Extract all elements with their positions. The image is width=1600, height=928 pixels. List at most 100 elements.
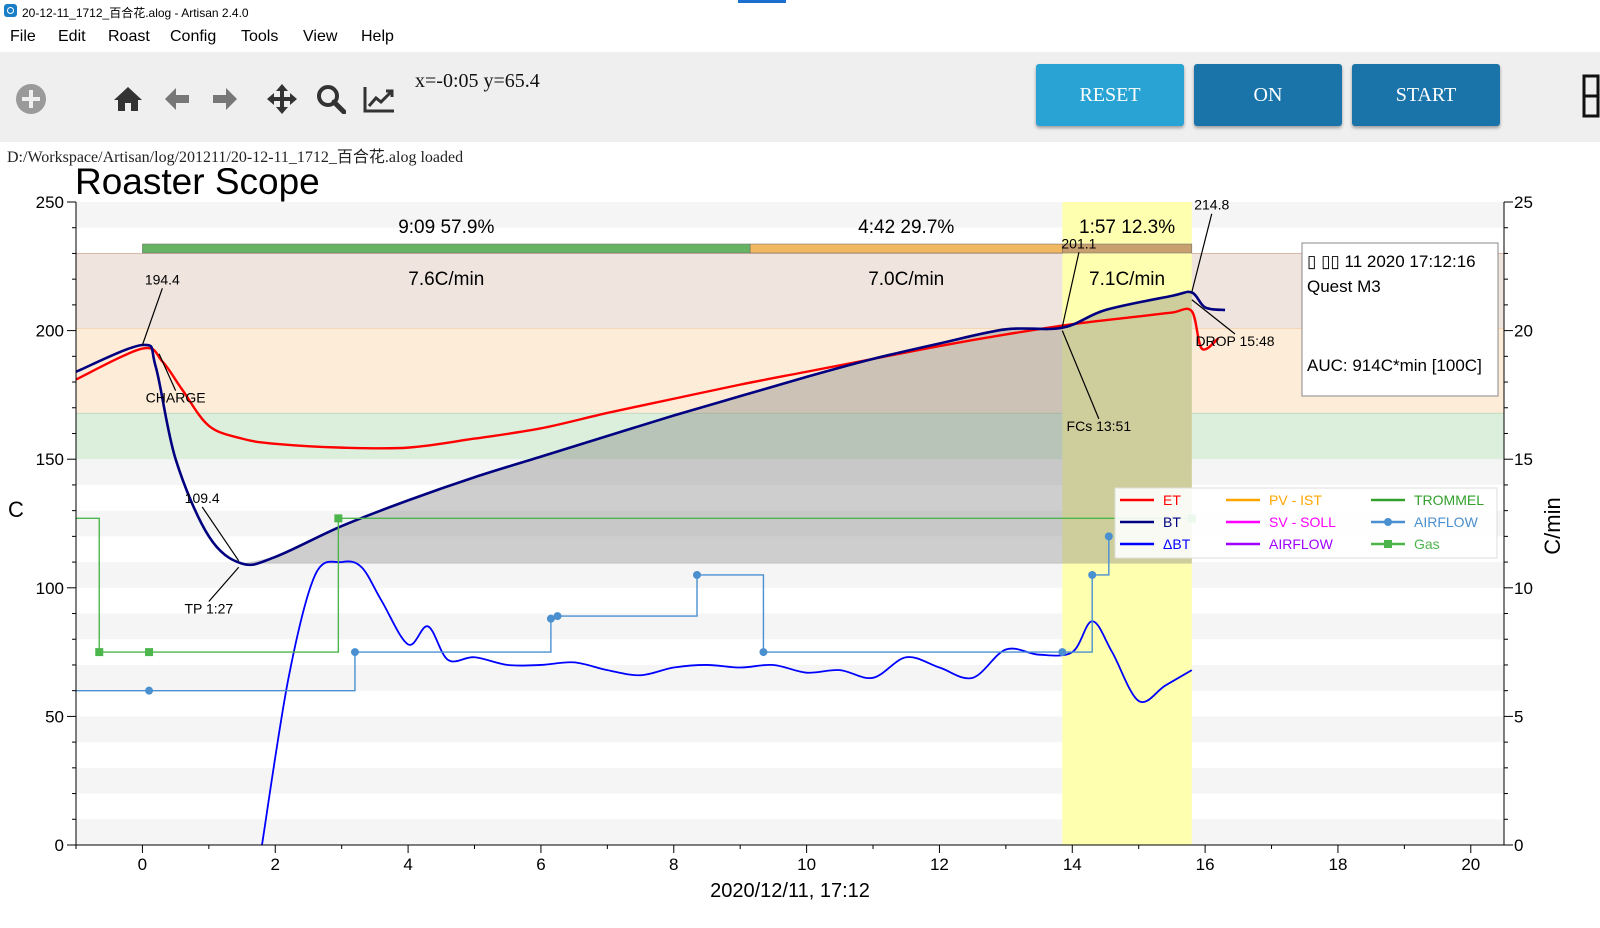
y2-axis-label: C/min <box>1540 497 1565 554</box>
taskbar-indicator <box>738 0 786 3</box>
legend-label: AIRFLOW <box>1414 514 1479 530</box>
toolbar: x=-0:05 y=65.4 RESET ON START <box>0 52 1600 142</box>
reset-button[interactable]: RESET <box>1036 64 1184 126</box>
info-box <box>1301 242 1499 397</box>
annotation-label: 194.4 <box>145 271 180 287</box>
x-axis-label: 2020/12/11, 17:12 <box>710 880 870 902</box>
y-tick-label: 200 <box>36 322 64 341</box>
menu-file[interactable]: File <box>10 28 36 45</box>
y-tick-label: 250 <box>36 193 64 212</box>
annotation-label: 109.4 <box>185 490 220 506</box>
annotation-label: CHARGE <box>146 390 206 406</box>
legend-label: PV - IST <box>1269 492 1322 508</box>
menu-view[interactable]: View <box>303 28 338 45</box>
x-tick-label: 14 <box>1063 855 1082 874</box>
phase-ror-label: 7.1C/min <box>1089 269 1165 290</box>
phase-ror-label: 7.0C/min <box>868 269 944 290</box>
series-gas-line <box>76 517 1196 653</box>
legend-marker <box>1384 540 1392 548</box>
menu-roast[interactable]: Roast <box>108 28 150 45</box>
phase-bar <box>749 243 1063 254</box>
x-tick-label: 10 <box>797 855 816 874</box>
legend-label: Gas <box>1414 536 1440 552</box>
annotation-leader <box>141 288 163 346</box>
info-auc: AUC: 914C*min [100C] <box>1307 356 1482 375</box>
on-button[interactable]: ON <box>1194 64 1342 126</box>
x-tick-label: 18 <box>1328 855 1347 874</box>
x-tick-label: 12 <box>930 855 949 874</box>
annotation-leader <box>1191 213 1213 293</box>
y2-tick-label: 25 <box>1514 193 1533 212</box>
annotation-leader <box>208 566 240 602</box>
legend-marker <box>1384 518 1392 526</box>
phase-time-label: 1:57 12.3% <box>1079 217 1175 238</box>
home-icon[interactable] <box>109 80 147 118</box>
series-bt-line <box>75 290 1226 567</box>
x-tick-label: 16 <box>1196 855 1215 874</box>
start-button[interactable]: START <box>1352 64 1500 126</box>
phase-band <box>76 253 1504 329</box>
info-machine: Quest M3 <box>1307 277 1381 296</box>
add-icon[interactable] <box>12 80 50 118</box>
app-icon <box>4 4 17 17</box>
grid-band <box>76 819 1504 845</box>
x-tick-label: 0 <box>138 855 147 874</box>
legend-label: ΔBT <box>1163 536 1191 552</box>
grid-band <box>76 459 1504 485</box>
series-bt-line <box>261 560 1193 846</box>
y-tick-label: 150 <box>36 450 64 469</box>
airflow-marker <box>546 614 555 623</box>
lcd-display <box>1580 74 1600 118</box>
phase-ror-label: 7.6C/min <box>408 269 484 290</box>
airflow-marker <box>145 686 154 695</box>
x-tick-label: 6 <box>536 855 545 874</box>
window-title: 20-12-11_1712_百合花.alog - Artisan 2.4.0 <box>22 6 249 20</box>
menu-edit[interactable]: Edit <box>58 28 86 45</box>
airflow-marker <box>1104 532 1113 541</box>
x-tick-label: 8 <box>669 855 678 874</box>
grid-band <box>76 202 1504 228</box>
x-tick-label: 20 <box>1461 855 1480 874</box>
annotation-leader <box>1061 252 1080 327</box>
grid-band <box>76 562 1504 588</box>
zoom-icon[interactable] <box>312 80 350 118</box>
legend-label: BT <box>1163 514 1181 530</box>
legend-label: TROMMEL <box>1414 492 1484 508</box>
annotation-leader <box>1061 330 1100 420</box>
grid-band <box>76 767 1504 794</box>
gas-marker <box>95 648 104 657</box>
phase-time-label: 9:09 57.9% <box>398 217 494 238</box>
annotation-leader <box>158 353 177 391</box>
roast-chart[interactable]: 9:09 57.9% 7.6C/min 4:42 29.7% 7.0C/min 1:57… <box>0 168 1600 928</box>
airflow-marker <box>759 648 768 657</box>
annotation-label: DROP 15:48 <box>1195 333 1274 349</box>
y2-tick-label: 20 <box>1514 322 1533 341</box>
grid-band <box>76 716 1504 743</box>
annotation-label: 201.1 <box>1061 235 1096 251</box>
x-tick-label: 4 <box>403 855 412 874</box>
menu-config[interactable]: Config <box>170 28 217 45</box>
chart-title: Roaster Scope <box>75 168 320 202</box>
legend-label: SV - SOLL <box>1269 514 1336 530</box>
menu-help[interactable]: Help <box>361 28 394 45</box>
annotation-label: FCs 13:51 <box>1067 418 1132 434</box>
phase-bar <box>1062 243 1193 254</box>
annotation-leader <box>1191 299 1236 335</box>
y-tick-label: 50 <box>45 707 64 726</box>
y2-tick-label: 0 <box>1514 836 1523 855</box>
series-et-line <box>75 307 1220 450</box>
title-bar: 20-12-11_1712_百合花.alog - Artisan 2.4.0 <box>0 0 1600 22</box>
airflow-marker <box>1088 570 1097 579</box>
grid-band <box>76 613 1504 640</box>
y2-tick-label: 5 <box>1514 707 1523 726</box>
airflow-marker <box>1058 648 1067 657</box>
auc-area <box>242 292 1192 564</box>
menu-bar: File Edit Roast Config Tools View Help <box>0 22 1600 52</box>
back-arrow-icon[interactable] <box>158 80 196 118</box>
forward-arrow-icon[interactable] <box>206 80 244 118</box>
menu-tools[interactable]: Tools <box>241 28 279 45</box>
info-date: ▯ ▯▯ 11 2020 17:12:16 <box>1307 252 1476 271</box>
pan-icon[interactable] <box>263 80 301 118</box>
phase-band <box>76 412 1504 460</box>
chart-line-icon[interactable] <box>360 80 398 118</box>
